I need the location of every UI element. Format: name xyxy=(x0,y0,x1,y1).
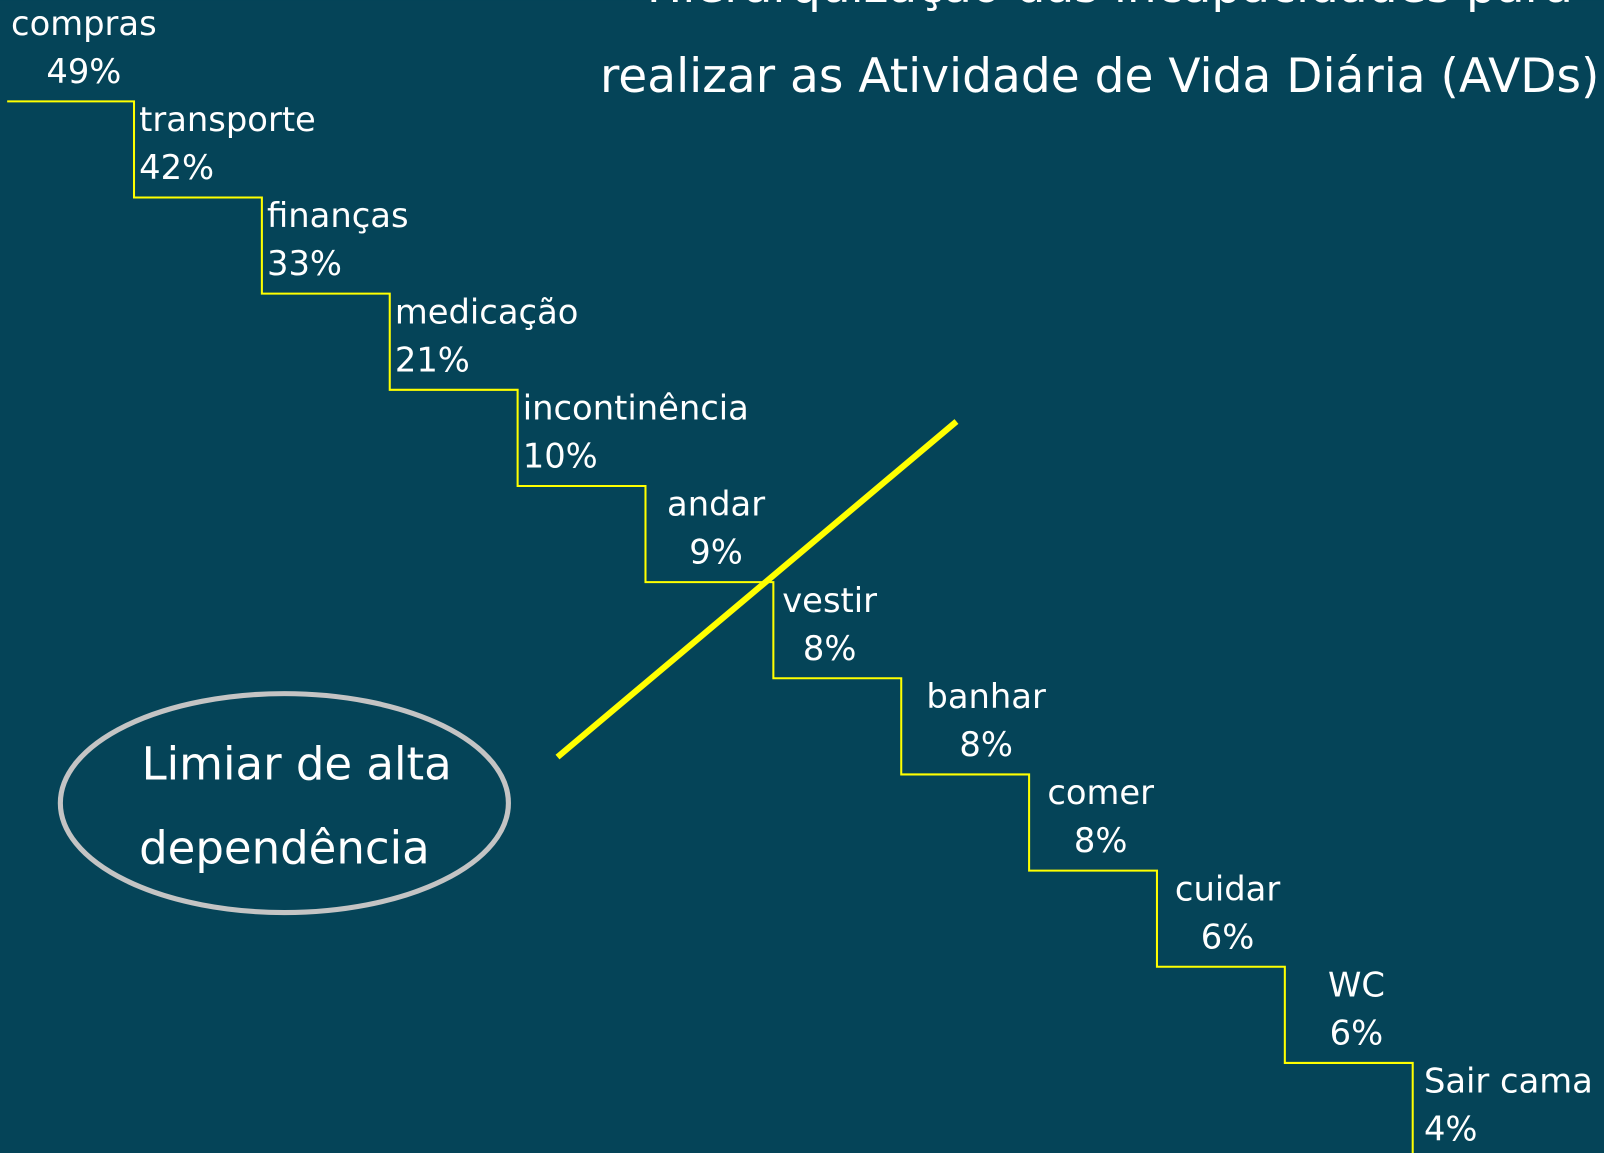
step-value: 6% xyxy=(1330,1014,1384,1053)
step-value: 42% xyxy=(139,148,214,187)
stair-line xyxy=(7,100,1414,1153)
step-value: 10% xyxy=(523,437,598,476)
step-label: transporte xyxy=(139,100,316,139)
step-value: 33% xyxy=(267,244,342,283)
step-label: WC xyxy=(1328,965,1385,1004)
step-value: 21% xyxy=(395,340,470,379)
step-label: compras xyxy=(11,4,157,43)
threshold-ellipse xyxy=(57,691,511,916)
threshold-line xyxy=(555,419,959,760)
step-label: medicação xyxy=(395,292,579,331)
step-value: 8% xyxy=(1074,821,1128,860)
step-label: vestir xyxy=(782,581,877,620)
step-label: banhar xyxy=(926,677,1046,716)
step-value: 8% xyxy=(803,629,857,668)
step-label: cuidar xyxy=(1175,869,1280,908)
threshold-text: Limiar de alta xyxy=(142,738,452,791)
step-value: 9% xyxy=(689,533,743,572)
step-label: incontinência xyxy=(523,388,749,427)
step-label: Sair cama xyxy=(1424,1062,1593,1101)
staircase: compras 49% transporte 42% finanças 33% medica… xyxy=(7,4,1593,1153)
step-value: 49% xyxy=(46,52,121,91)
step-value: 4% xyxy=(1424,1110,1478,1149)
step-label: finanças xyxy=(267,196,409,235)
step-value: 8% xyxy=(959,725,1013,764)
step-label: comer xyxy=(1047,773,1154,812)
step-value: 6% xyxy=(1201,917,1255,956)
title-line: Hierarquização das incapacidades para xyxy=(647,0,1573,14)
title-line: realizar as Atividade de Vida Diária (AV… xyxy=(600,49,1599,104)
threshold-text: dependência xyxy=(139,821,430,874)
step-label: andar xyxy=(667,485,765,524)
